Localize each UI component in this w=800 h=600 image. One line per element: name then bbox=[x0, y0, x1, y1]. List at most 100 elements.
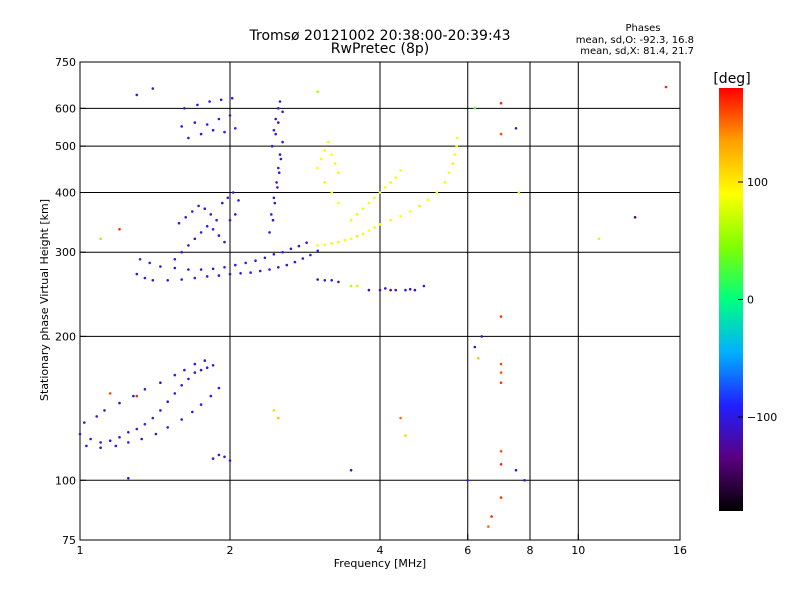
data-point bbox=[258, 269, 262, 273]
data-point bbox=[323, 149, 327, 152]
data-point bbox=[367, 201, 371, 205]
data-point bbox=[330, 153, 334, 156]
data-point bbox=[349, 218, 353, 222]
data-point bbox=[103, 409, 106, 412]
data-point bbox=[180, 125, 183, 128]
data-point bbox=[151, 279, 155, 282]
data-point bbox=[217, 453, 221, 457]
data-point bbox=[203, 207, 207, 210]
y-tick-label: 600 bbox=[55, 102, 76, 115]
data-point bbox=[330, 191, 334, 194]
data-point bbox=[108, 392, 112, 395]
data-point bbox=[154, 432, 158, 436]
data-point bbox=[477, 357, 480, 360]
data-point bbox=[316, 249, 320, 253]
data-point bbox=[418, 204, 421, 208]
data-point bbox=[466, 479, 470, 482]
data-point bbox=[187, 244, 190, 247]
data-point bbox=[404, 434, 407, 437]
data-point bbox=[408, 210, 412, 213]
data-point bbox=[135, 272, 139, 276]
data-point bbox=[85, 444, 88, 448]
data-point bbox=[270, 144, 274, 148]
data-point bbox=[237, 199, 240, 202]
data-point bbox=[208, 100, 211, 103]
data-point bbox=[337, 171, 340, 174]
x-tick-label: 4 bbox=[377, 544, 384, 557]
data-point bbox=[316, 244, 320, 247]
chart-subtitle: RwPretec (8p) bbox=[331, 41, 429, 57]
data-point bbox=[399, 214, 402, 218]
data-point bbox=[399, 416, 402, 420]
data-point bbox=[193, 237, 197, 241]
data-point bbox=[138, 258, 142, 261]
data-point bbox=[384, 287, 387, 290]
x-tick-label: 1 bbox=[77, 544, 84, 557]
data-point bbox=[118, 401, 121, 405]
data-point bbox=[272, 253, 276, 256]
data-point bbox=[187, 136, 190, 140]
data-point bbox=[633, 216, 637, 219]
data-point bbox=[211, 228, 215, 231]
data-point bbox=[443, 181, 447, 184]
data-point bbox=[148, 261, 151, 265]
data-point bbox=[187, 268, 190, 271]
data-point bbox=[297, 244, 301, 248]
data-point bbox=[234, 127, 237, 130]
data-point bbox=[151, 87, 155, 90]
data-point bbox=[177, 221, 181, 225]
data-point bbox=[320, 157, 323, 161]
data-point bbox=[173, 392, 177, 395]
data-point bbox=[193, 276, 197, 280]
data-point bbox=[249, 271, 252, 274]
x-tick-label: 10 bbox=[571, 544, 585, 557]
y-tick-label: 200 bbox=[55, 330, 76, 343]
data-point bbox=[277, 107, 280, 110]
data-point bbox=[373, 226, 376, 229]
data-point bbox=[277, 171, 281, 174]
data-point bbox=[499, 463, 503, 466]
data-point bbox=[83, 421, 86, 424]
y-tick-label: 300 bbox=[55, 246, 76, 259]
data-point bbox=[473, 107, 477, 110]
colorbar-tick-label: −100 bbox=[747, 411, 777, 424]
data-point bbox=[355, 213, 359, 216]
y-tick-label: 750 bbox=[55, 56, 76, 69]
stats-heading: Phases bbox=[625, 23, 660, 34]
data-point bbox=[293, 260, 297, 264]
data-point bbox=[99, 237, 102, 241]
data-point bbox=[211, 128, 215, 132]
data-point bbox=[367, 229, 371, 232]
data-point bbox=[490, 515, 493, 518]
data-point bbox=[378, 288, 382, 292]
data-point bbox=[361, 232, 365, 235]
data-point bbox=[323, 243, 327, 246]
data-point bbox=[281, 140, 284, 144]
data-point bbox=[215, 218, 218, 222]
data-point bbox=[95, 415, 98, 418]
data-point bbox=[268, 268, 271, 271]
data-point bbox=[180, 418, 183, 421]
x-tick-label: 16 bbox=[673, 544, 687, 557]
data-point bbox=[143, 388, 147, 391]
data-point bbox=[277, 416, 280, 420]
data-point bbox=[263, 256, 267, 260]
data-point bbox=[211, 267, 215, 271]
grid-lines bbox=[80, 62, 680, 540]
data-point bbox=[108, 439, 112, 443]
data-point bbox=[239, 272, 242, 275]
colorbar-tick-label: 100 bbox=[747, 176, 768, 189]
data-point bbox=[316, 278, 320, 281]
data-point bbox=[184, 216, 187, 219]
data-point bbox=[330, 242, 334, 245]
y-tick-label: 75 bbox=[62, 534, 76, 547]
data-point bbox=[408, 287, 412, 291]
data-point bbox=[234, 263, 237, 267]
x-tick-label: 8 bbox=[527, 544, 534, 557]
data-point bbox=[664, 85, 668, 89]
data-point bbox=[394, 288, 398, 292]
y-axis-label: Stationary phase Virtual Height [km] bbox=[38, 199, 51, 401]
data-point bbox=[277, 166, 280, 170]
data-point bbox=[378, 191, 382, 194]
